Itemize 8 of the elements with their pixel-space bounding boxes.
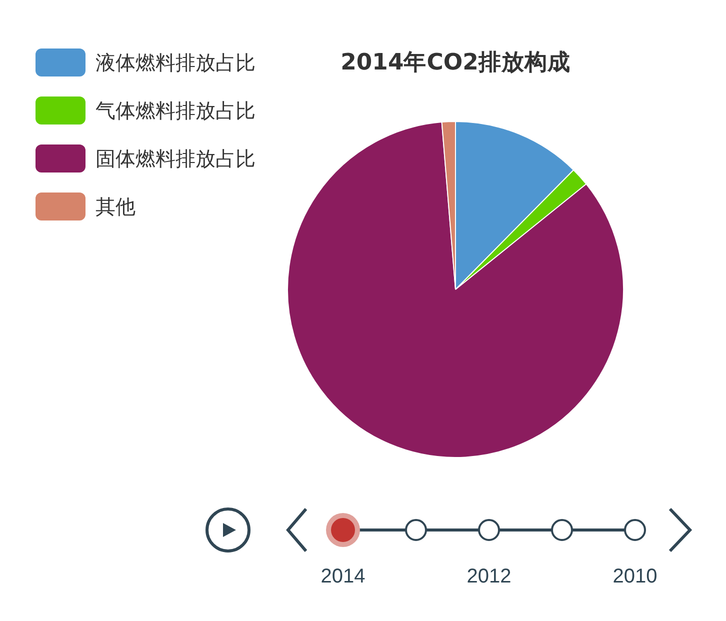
- legend-label: 固体燃料排放占比: [96, 146, 256, 170]
- text: 2012: [466, 565, 512, 588]
- text: 2014: [320, 565, 366, 588]
- legend-label: 液体燃料排放占比: [96, 50, 256, 74]
- legend-label: 其他: [96, 194, 136, 218]
- text: 2010: [612, 565, 658, 588]
- legend-label: 气体燃料排放占比: [96, 98, 256, 122]
- chart-title: 2014年CO2排放构成: [340, 50, 570, 76]
